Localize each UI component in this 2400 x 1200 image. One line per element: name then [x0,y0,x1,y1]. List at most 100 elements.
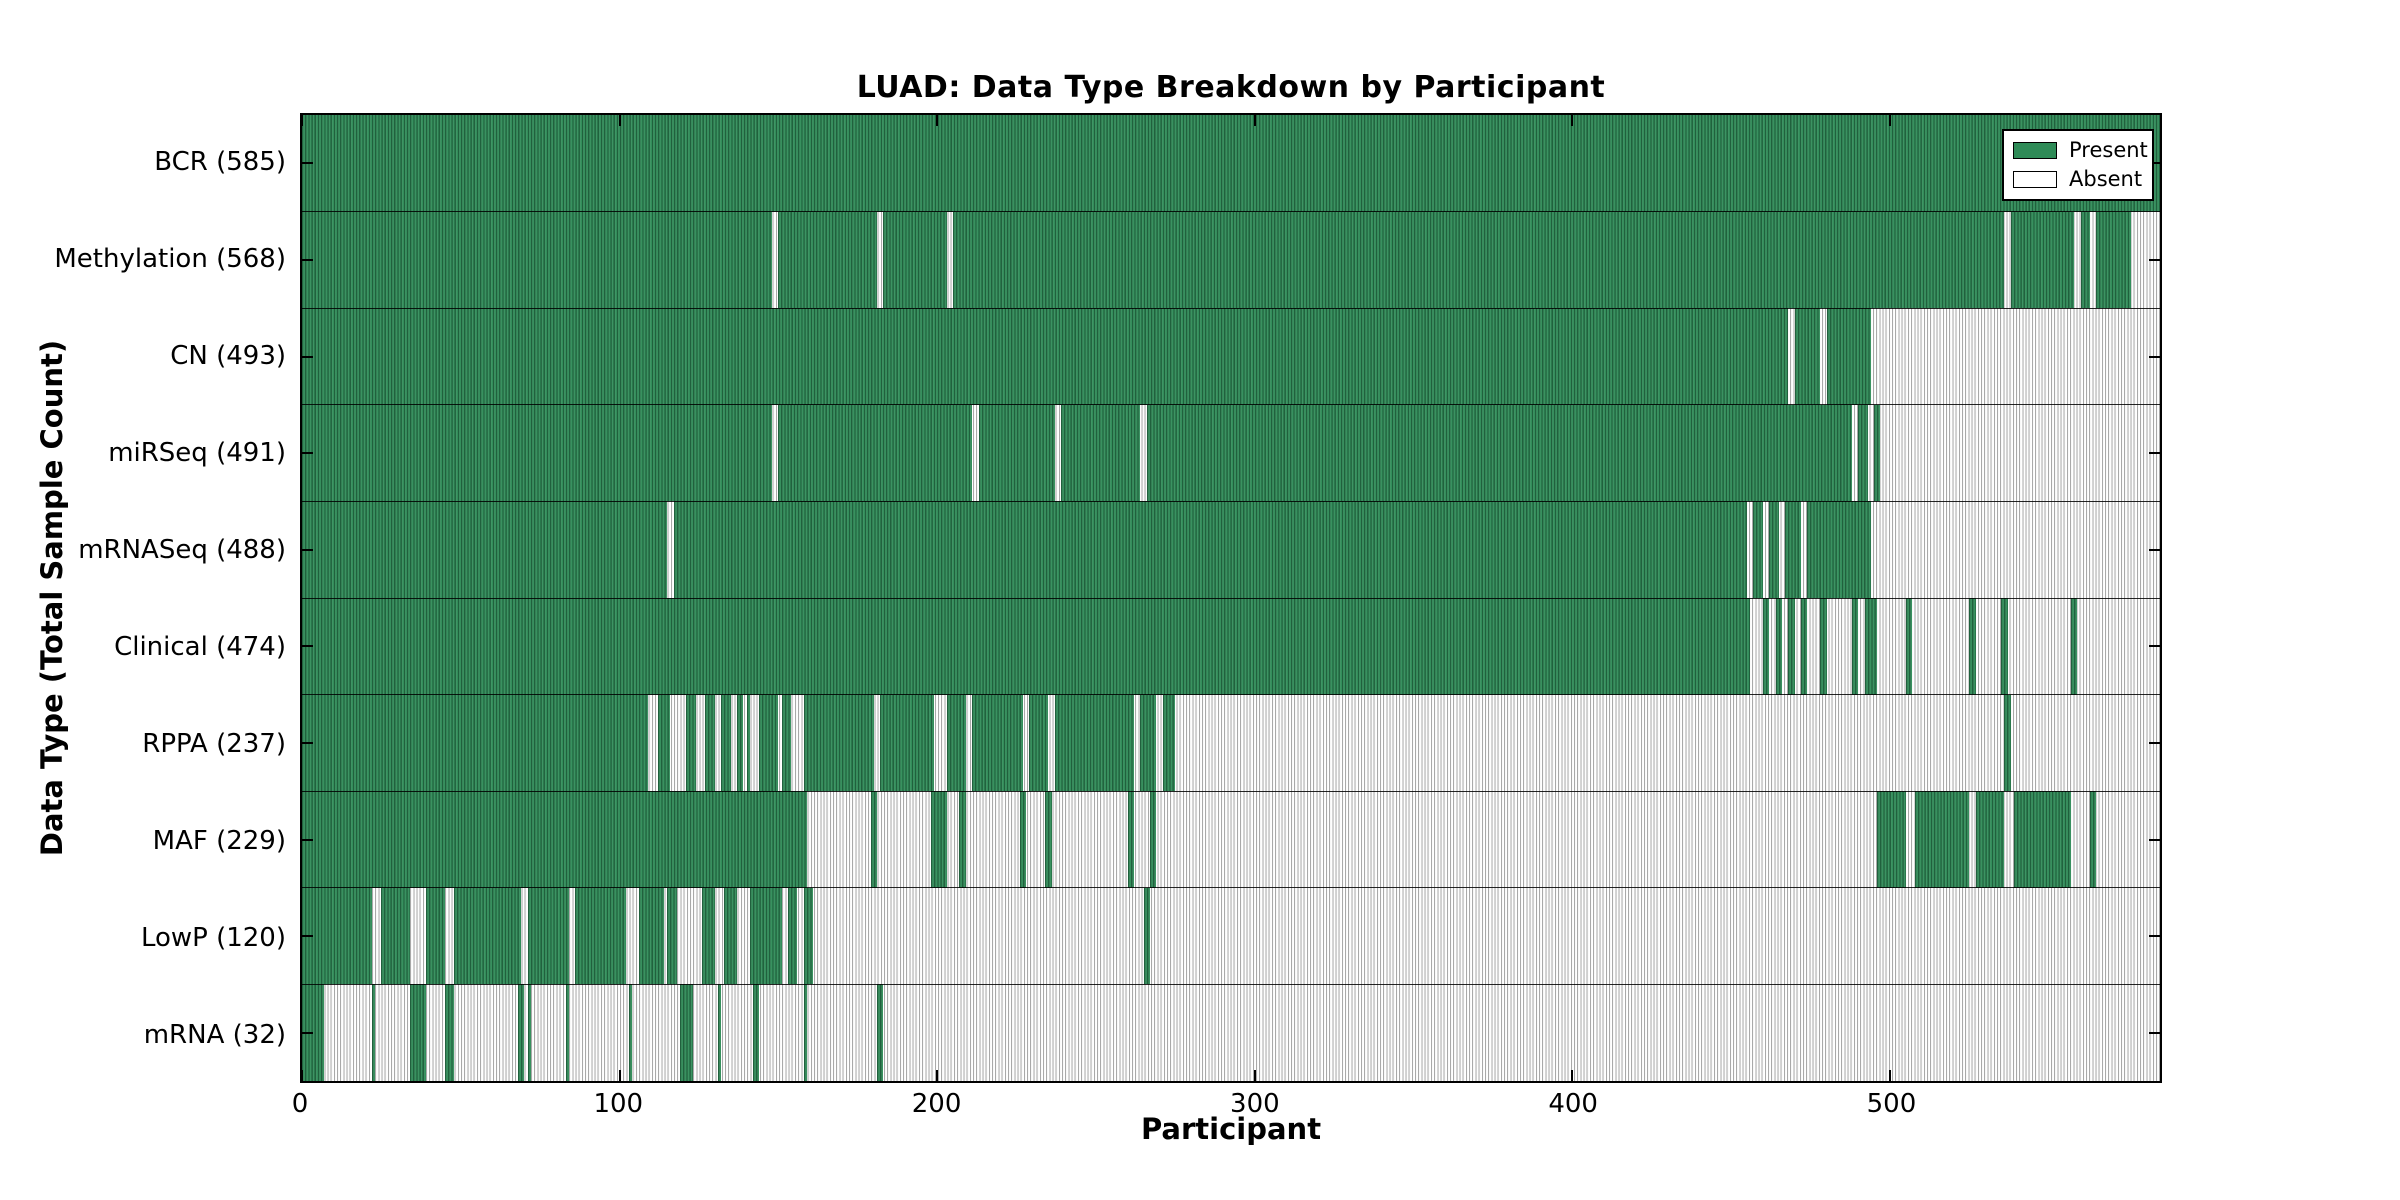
present-segment [2090,791,2097,888]
x-tick-mark [936,115,939,126]
row-separator [302,983,2160,985]
row-separator [302,211,2160,213]
present-segment [1794,308,1821,405]
present-segment [527,984,531,1081]
present-segment [1874,404,1881,502]
row-label: LowP (120) [140,922,286,953]
present-segment [781,694,792,792]
present-segment [673,501,1748,598]
present-segment [1029,694,1049,792]
y-tick-mark [2149,355,2160,358]
present-segment [803,984,807,1081]
present-segment [1858,404,1868,502]
present-segment [425,887,445,985]
present-segment [517,984,525,1081]
y-tick-mark [2149,548,2160,551]
present-segment [657,694,671,792]
present-segment [444,984,455,1081]
row-label: CN (493) [170,340,286,371]
present-segment [1162,694,1176,792]
x-tick-mark [618,115,621,126]
present-segment [876,984,884,1081]
row-label: Methylation (568) [54,243,286,274]
present-segment [746,694,750,792]
present-segment [880,694,935,792]
present-segment [1915,791,1970,888]
present-segment [721,694,731,792]
present-segment [972,694,1023,792]
present-segment [1054,694,1135,792]
present-segment [371,984,376,1081]
present-segment [1146,404,1852,502]
present-segment [1769,501,1779,598]
present-segment [930,791,947,888]
x-tick-label: 500 [1866,1089,1917,1119]
y-tick-mark [302,1031,313,1034]
present-segment [302,404,773,502]
present-segment [575,887,626,985]
x-tick-mark [1889,115,1892,126]
present-segment [1975,791,2005,888]
present-segment [737,694,744,792]
x-tick-mark [618,1070,621,1081]
present-segment [1775,598,1783,695]
x-tick-mark [936,1070,939,1081]
present-segment [1762,598,1770,695]
present-segment [718,984,722,1081]
legend-label-present: Present [2069,138,2148,162]
present-segment [883,211,947,309]
present-segment [1801,598,1808,695]
legend: Present Absent [2002,129,2154,201]
y-tick-mark [302,935,313,938]
x-tick-mark [1253,1070,1256,1081]
present-segment [667,887,677,985]
present-segment [302,984,325,1081]
y-axis-label: Data Type (Total Sample Count) [35,339,69,857]
y-tick-mark [302,645,313,648]
present-segment [1143,887,1150,985]
row-separator [302,500,2160,502]
present-segment [1127,791,1135,888]
present-segment [302,887,372,985]
present-segment [1851,598,1859,695]
present-segment [1905,598,1913,695]
present-segment [959,791,966,888]
present-segment [1820,598,1827,695]
present-segment [2080,211,2091,309]
present-segment [679,984,693,1081]
present-segment [527,887,569,985]
present-segment [1019,791,1027,888]
present-segment [724,887,738,985]
present-segment [2013,791,2072,888]
present-swatch [2013,142,2057,159]
x-tick-mark [1253,115,1256,126]
y-tick-mark [302,355,313,358]
present-segment [753,984,760,1081]
present-segment [302,791,807,888]
legend-entry-present: Present [2013,140,2148,161]
present-segment [1788,598,1795,695]
present-segment [1969,598,1976,695]
plot-area [300,113,2162,1083]
y-tick-mark [2149,838,2160,841]
present-segment [302,501,668,598]
absent-swatch [2013,171,2057,188]
x-tick-label: 100 [593,1089,644,1119]
present-segment [702,887,715,985]
present-segment [302,115,2160,212]
y-tick-mark [2149,162,2160,165]
x-tick-mark [301,1070,303,1081]
y-tick-mark [2149,741,2160,744]
row-label: RPPA (237) [142,728,286,759]
y-tick-mark [302,258,313,261]
present-segment [2096,211,2132,309]
x-tick-label: 0 [291,1089,309,1119]
row-separator [302,694,2160,696]
present-segment [1785,501,1802,598]
present-segment [629,984,633,1081]
row-separator [302,597,2160,599]
present-segment [302,598,1751,695]
present-segment [686,694,696,792]
x-tick-mark [1889,1070,1892,1081]
